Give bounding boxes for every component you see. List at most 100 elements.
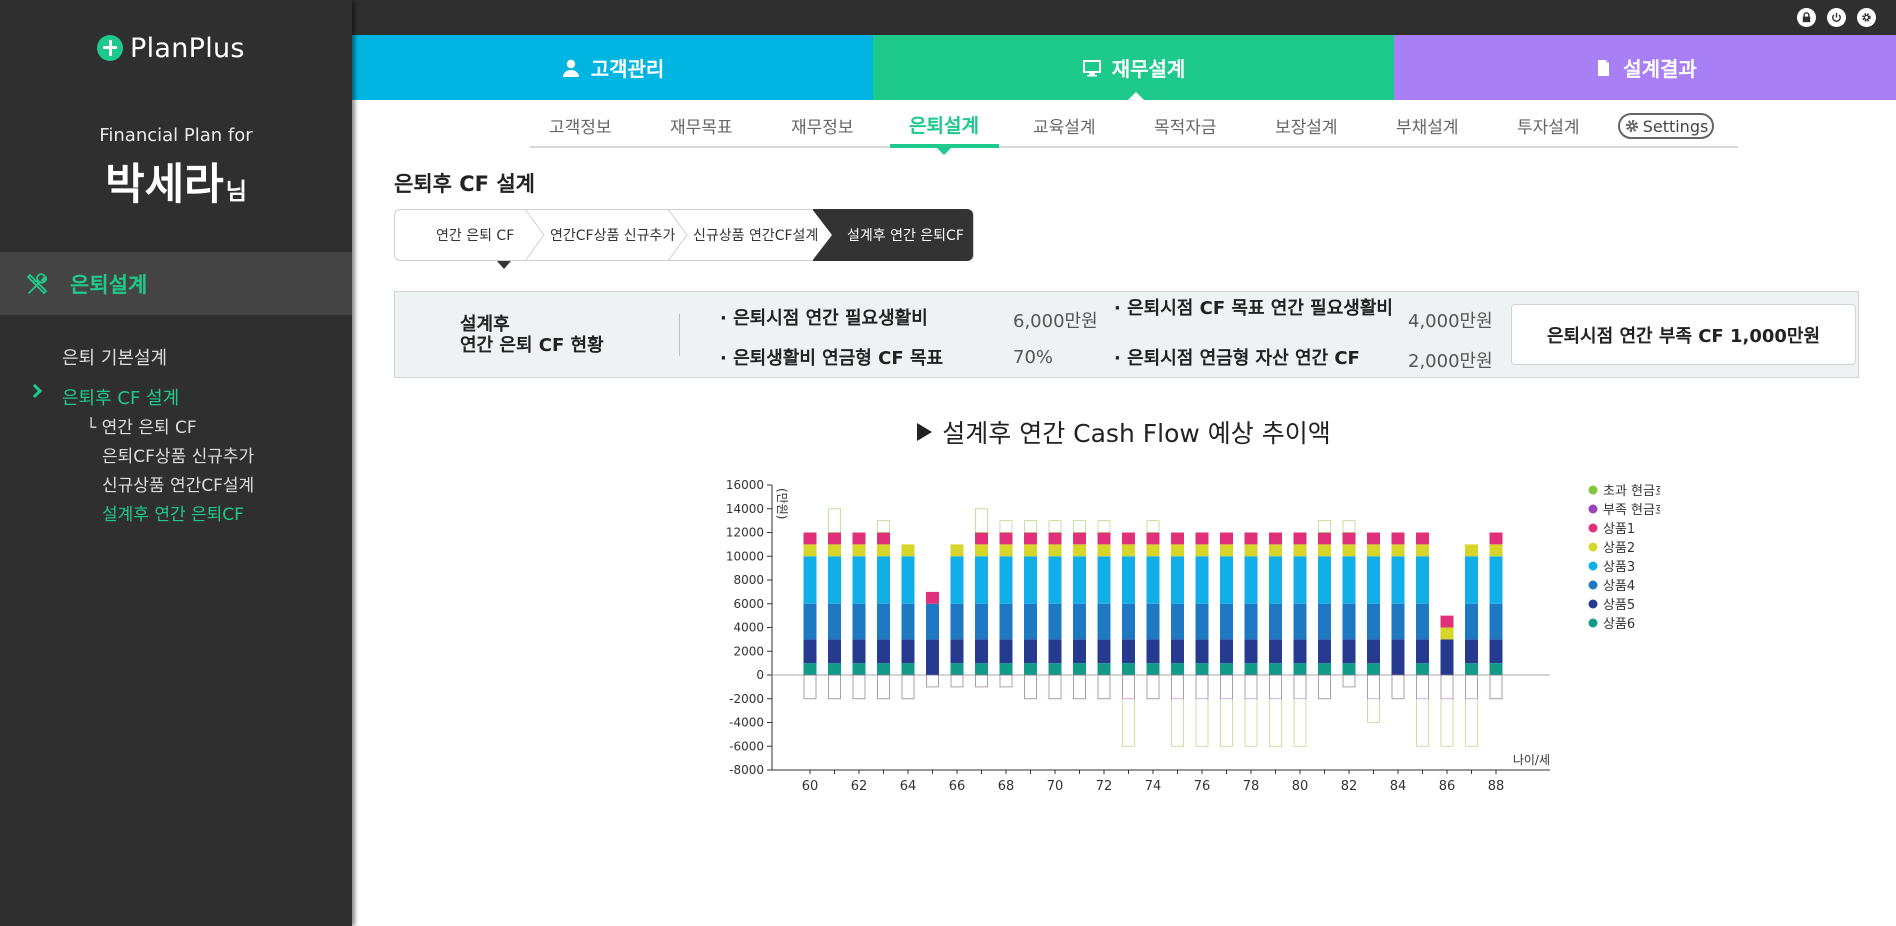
legend-label: 초과 현금흐름 (1603, 484, 1660, 499)
subtab-insurance[interactable]: 보장설계 (1275, 118, 1338, 138)
bar-segment (1122, 532, 1135, 545)
deficit-cf-bar (803, 674, 817, 700)
bar-segment (1244, 603, 1258, 640)
bar-segment (1416, 663, 1429, 675)
deficit-cf-outline (1195, 674, 1209, 700)
bar-segment (901, 544, 915, 557)
subtab-financial-info[interactable]: 재무정보 (791, 118, 854, 138)
subtab-financial-goal[interactable]: 재무목표 (670, 118, 733, 138)
planplus-logo[interactable]: PlanPlus (97, 30, 245, 66)
settings-button[interactable]: Settings (1618, 113, 1714, 139)
power-icon[interactable] (1827, 8, 1846, 27)
deficit-cf-bar (1391, 674, 1405, 700)
x-tick-label: 62 (851, 779, 868, 794)
bar-segment (1048, 532, 1062, 545)
deficit-cf-outline (1146, 674, 1160, 700)
bar-segment (1269, 639, 1282, 664)
deficit-cf-outline (852, 674, 866, 700)
bar-segment (926, 603, 939, 640)
settings-label: Settings (1642, 116, 1709, 136)
menu-retirement-basic[interactable]: 은퇴 기본설계 (62, 348, 168, 369)
bar-segment (1269, 663, 1282, 675)
subtab-retirement[interactable]: 은퇴설계 (909, 115, 979, 137)
tab-plan-result-label: 설계결과 (1623, 57, 1697, 81)
bar-segment (1244, 639, 1258, 664)
menu-new-product-add[interactable]: 은퇴CF상품 신규추가 (102, 447, 255, 467)
excess-cf-bar (1318, 520, 1331, 533)
status-label-line2: 연간 은퇴 CF 현황 (460, 335, 604, 356)
legend-marker (1588, 485, 1598, 495)
bar-segment (1097, 544, 1111, 557)
tools-icon (26, 272, 48, 294)
bar-segment (1367, 556, 1380, 604)
bar-segment (1073, 603, 1086, 640)
bar-segment (1440, 627, 1454, 640)
lock-icon[interactable] (1797, 8, 1816, 27)
bar-segment (1489, 663, 1503, 675)
step-separator-icon (667, 209, 688, 261)
tab-customer-management-label: 고객관리 (590, 57, 665, 81)
subtab-investment[interactable]: 투자설계 (1517, 118, 1580, 138)
x-tick-label: 88 (1488, 779, 1505, 794)
step-separator-icon (524, 209, 545, 261)
x-tick-label: 82 (1341, 779, 1358, 794)
deficit-cf-outline (975, 674, 988, 688)
deficit-cf-outline (950, 674, 964, 688)
menu-annual-retirement-cf[interactable]: └ 연간 은퇴 CF (86, 418, 197, 438)
subtab-debt[interactable]: 부채설계 (1396, 118, 1459, 138)
deficit-cf-bar (1318, 674, 1331, 700)
legend-label: 상품4 (1603, 579, 1635, 594)
bar-segment (1073, 556, 1086, 604)
bar-segment (1489, 556, 1503, 604)
bar-segment (1367, 663, 1380, 675)
y-tick-label: 4000 (733, 621, 764, 635)
bar-segment (1024, 544, 1037, 557)
deficit-cf-outline (1293, 674, 1307, 700)
step-new-product-add[interactable]: 연간CF상품 신규추가 (550, 228, 676, 244)
shortfall-summary: 은퇴시점 연간 부족 CF 1,000만원 (1511, 304, 1856, 365)
tab-plan-result[interactable]: 설계결과 (1394, 35, 1896, 100)
excess-cf-bar (999, 520, 1013, 533)
bar-segment (1391, 544, 1405, 557)
bar-segment (1342, 544, 1356, 557)
bar-segment (1269, 532, 1282, 545)
bar-segment (1318, 603, 1331, 640)
x-tick-label: 74 (1145, 779, 1162, 794)
step-new-product-design[interactable]: 신규상품 연간CF설계 (693, 228, 819, 244)
deficit-cf-outline (877, 674, 890, 700)
bar-segment (1171, 663, 1184, 675)
tab-financial-planning[interactable]: 재무설계 (873, 35, 1394, 100)
menu-post-design-cf[interactable]: 설계후 연간 은퇴CF (102, 505, 244, 525)
bar-segment (1293, 544, 1307, 557)
step-annual-cf[interactable]: 연간 은퇴 CF (436, 228, 515, 244)
bar-segment (1391, 639, 1405, 675)
legend-marker (1588, 561, 1598, 571)
tab-customer-management[interactable]: 고객관리 (352, 35, 873, 100)
gear-icon[interactable] (1857, 8, 1876, 27)
bar-segment (1465, 603, 1478, 640)
bar-segment (1318, 639, 1331, 664)
deficit-cf-outline (1465, 674, 1478, 700)
bar-segment (1171, 639, 1184, 664)
bar-segment (1416, 556, 1429, 604)
bar-segment (1465, 639, 1478, 664)
sidebar-section-retirement[interactable]: 은퇴설계 (0, 252, 352, 315)
subtab-customer-info[interactable]: 고객정보 (549, 118, 612, 138)
bar-segment (852, 532, 866, 545)
bar-segment (1146, 603, 1160, 640)
subtab-education[interactable]: 교육설계 (1033, 118, 1096, 138)
bar-segment (1073, 663, 1086, 675)
deficit-cf-bar (1489, 674, 1503, 700)
subtab-purpose-fund[interactable]: 목적자금 (1154, 118, 1217, 138)
bar-segment (1122, 639, 1135, 664)
sidebar: PlanPlus Financial Plan for 박세라님 은퇴설계 은퇴… (0, 0, 352, 926)
step-post-design-cf[interactable]: 설계후 연간 은퇴CF (847, 228, 964, 244)
menu-retirement-cf-design[interactable]: 은퇴후 CF 설계 (62, 388, 180, 409)
logo-mark-icon (97, 35, 123, 61)
bar-segment (1122, 556, 1135, 604)
legend-label: 상품3 (1603, 560, 1635, 575)
deficit-cf-outline (1391, 674, 1405, 700)
deficit-cf-bar (999, 674, 1013, 688)
y-tick-label: -6000 (729, 739, 764, 753)
menu-new-product-cf-design[interactable]: 신규상품 연간CF설계 (102, 476, 255, 496)
